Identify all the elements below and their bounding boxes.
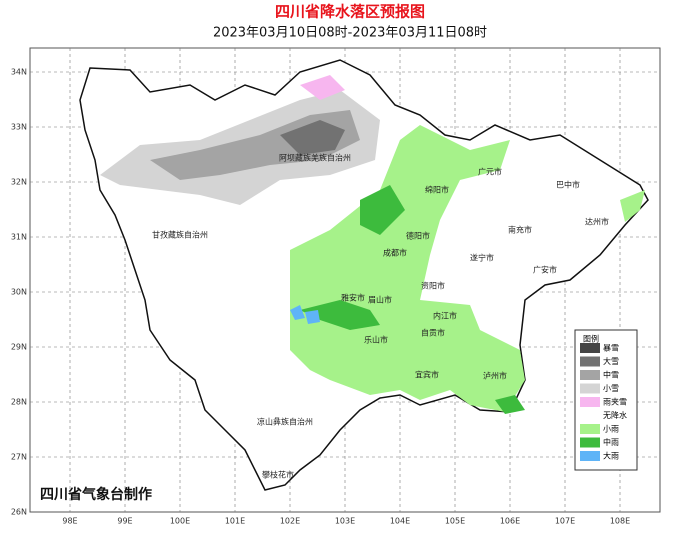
city-label: 德阳市	[406, 231, 430, 241]
city-label: 南充市	[508, 225, 532, 235]
city-label: 广元市	[478, 167, 502, 177]
legend-label: 中雨	[603, 437, 619, 447]
legend-swatch	[580, 451, 600, 461]
lon-label: 100E	[170, 517, 190, 526]
legend-swatch	[580, 356, 600, 367]
lat-label: 30N	[11, 288, 27, 297]
city-label: 宜宾市	[415, 370, 439, 380]
lon-label: 99E	[117, 517, 132, 526]
legend-swatch	[580, 343, 600, 353]
city-label: 巴中市	[556, 180, 580, 190]
city-label: 攀枝花市	[262, 470, 294, 480]
lat-label: 32N	[11, 178, 27, 187]
legend-label: 大雨	[603, 451, 619, 461]
city-label: 凉山彝族自治州	[257, 417, 313, 427]
city-label: 雅安市	[341, 293, 365, 303]
lon-label: 104E	[390, 517, 410, 526]
legend-label: 大雪	[603, 356, 619, 366]
city-label: 成都市	[383, 248, 407, 258]
lat-label: 29N	[11, 343, 27, 352]
lon-label: 106E	[500, 517, 520, 526]
lat-label: 33N	[11, 123, 27, 132]
title: 四川省降水落区预报图	[275, 3, 425, 21]
lat-label: 26N	[11, 508, 27, 517]
lat-label: 31N	[11, 233, 27, 242]
lat-label: 28N	[11, 398, 27, 407]
city-label: 自贡市	[421, 328, 445, 338]
legend-label: 小雪	[603, 384, 619, 393]
footer: 四川省气象台制作	[40, 486, 152, 503]
city-label: 阿坝藏族羌族自治州	[279, 153, 351, 163]
city-label: 资阳市	[421, 281, 445, 291]
lon-label: 105E	[445, 517, 465, 526]
lat-label: 34N	[11, 68, 27, 77]
city-label: 广安市	[533, 265, 557, 275]
legend-swatch	[580, 397, 600, 407]
city-label: 甘孜藏族自治州	[152, 230, 208, 240]
legend-label: 中雪	[603, 370, 619, 380]
legend-label: 无降水	[603, 410, 627, 420]
legend-label: 雨夹雪	[603, 397, 627, 407]
city-label: 绵阳市	[425, 185, 449, 195]
lon-label: 102E	[280, 517, 300, 526]
city-label: 乐山市	[364, 335, 388, 345]
legend-label: 暴雪	[603, 344, 619, 353]
city-label: 内江市	[433, 311, 457, 321]
city-label: 遂宁市	[470, 253, 494, 263]
legend-swatch	[580, 383, 600, 394]
lon-label: 107E	[555, 517, 575, 526]
legend-swatch	[580, 437, 600, 448]
lat-label: 27N	[11, 453, 27, 462]
city-label: 达州市	[585, 217, 609, 227]
city-label: 泸州市	[483, 371, 507, 381]
legend-swatch	[580, 424, 600, 434]
subtitle: 2023年03月10日08时-2023年03月11日08时	[213, 26, 487, 41]
legend-label: 小雨	[603, 425, 619, 434]
precip-areas	[100, 75, 645, 414]
lon-label: 103E	[335, 517, 355, 526]
city-label: 眉山市	[368, 295, 392, 305]
lon-label: 101E	[225, 517, 245, 526]
lon-label: 108E	[610, 517, 630, 526]
legend-title: 图例	[583, 334, 599, 344]
legend-swatch	[580, 370, 600, 380]
lon-label: 98E	[62, 517, 77, 526]
